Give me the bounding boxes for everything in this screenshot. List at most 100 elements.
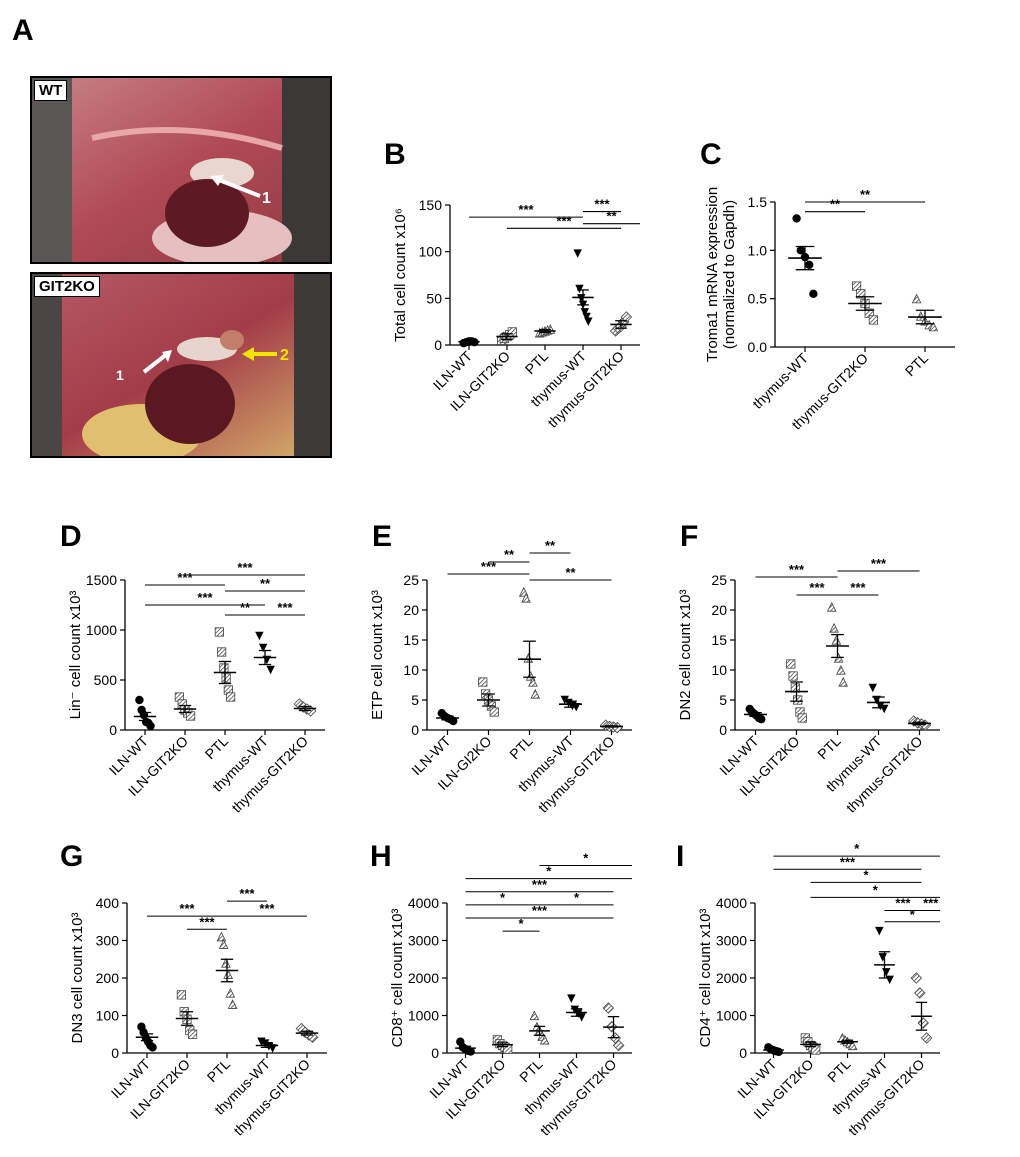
data-point <box>612 1039 625 1052</box>
significance-label: *** <box>199 914 215 929</box>
significance-label: ** <box>240 600 251 615</box>
category-label: PTL <box>824 1056 854 1086</box>
y-axis-label: Troma1 mRNA expression(normalized to Gap… <box>704 187 738 362</box>
category-label: PTL <box>814 733 844 763</box>
data-point <box>856 289 866 299</box>
y-tick-label: 100 <box>419 244 443 260</box>
y-axis-label: Lin⁻ cell count x10³ <box>67 591 84 720</box>
data-point <box>216 931 227 942</box>
y-tick-label: 0 <box>719 722 727 738</box>
data-point <box>225 692 236 702</box>
data-point <box>221 957 231 968</box>
data-point <box>917 1017 929 1029</box>
y-tick-label: 1000 <box>716 1008 747 1024</box>
significance-label: * <box>854 841 860 856</box>
significance-label: ** <box>504 547 515 562</box>
data-point <box>920 1032 933 1044</box>
arrow-1-wt <box>213 176 261 198</box>
data-point <box>831 634 842 645</box>
significance-label: * <box>574 890 580 905</box>
data-point <box>573 249 582 258</box>
y-tick-label: 4000 <box>716 895 747 911</box>
data-point <box>489 707 499 717</box>
panel-label-i: I <box>676 840 685 873</box>
data-point <box>620 311 633 323</box>
category-label: PTL <box>522 348 552 378</box>
y-tick-label: 50 <box>426 290 442 306</box>
data-point <box>838 676 849 687</box>
data-point <box>911 293 922 304</box>
y-tick-label: 0.5 <box>748 291 768 307</box>
data-point <box>523 652 534 663</box>
y-tick-label: 0 <box>111 1045 119 1061</box>
y-tick-label: 5 <box>719 692 727 708</box>
significance-label: *** <box>871 556 887 571</box>
arrow-1b-label: 1 <box>116 367 124 383</box>
data-point <box>914 987 926 999</box>
y-tick-label: 1000 <box>86 622 117 638</box>
significance-label: *** <box>850 580 866 595</box>
data-point <box>187 1029 198 1039</box>
y-axis-label: Total cell count x10⁶ <box>392 208 409 342</box>
photo-git2ko-tag: GIT2KO <box>34 276 100 297</box>
y-tick-label: 20 <box>711 602 727 618</box>
data-point <box>575 284 584 294</box>
data-point <box>135 695 144 705</box>
arrow-1-ko <box>142 352 169 374</box>
data-point <box>809 289 818 299</box>
significance-label: ** <box>545 538 556 553</box>
category-label: PTL <box>516 1056 546 1086</box>
data-point <box>868 315 878 325</box>
data-point <box>560 695 569 705</box>
significance-label: *** <box>259 901 275 916</box>
category-label: thymus-WT <box>749 349 811 411</box>
y-tick-label: 10 <box>403 662 419 678</box>
y-tick-label: 0 <box>739 1045 747 1061</box>
data-point <box>797 713 807 723</box>
data-point <box>868 683 877 693</box>
data-point <box>221 673 231 683</box>
significance-label: *** <box>840 854 856 869</box>
significance-label: ** <box>260 576 271 591</box>
significance-label: * <box>863 867 869 882</box>
photo-wt: 1 WT <box>30 76 332 264</box>
significance-label: * <box>546 864 552 879</box>
data-point <box>577 1013 586 1022</box>
y-tick-label: 15 <box>711 632 727 648</box>
data-point <box>602 1002 615 1014</box>
y-tick-label: 300 <box>96 933 120 949</box>
significance-label: *** <box>556 213 572 228</box>
arrow-1-label: 1 <box>262 190 271 207</box>
data-point <box>449 716 458 726</box>
y-tick-label: 0.0 <box>748 339 768 355</box>
significance-label: *** <box>923 896 939 911</box>
y-tick-label: 3000 <box>716 933 747 949</box>
significance-label: *** <box>895 896 911 911</box>
data-point <box>530 688 541 699</box>
panel-label-g: G <box>60 840 84 873</box>
data-point <box>928 321 939 332</box>
y-tick-label: 20 <box>403 602 419 618</box>
data-point <box>255 631 264 641</box>
data-point <box>185 711 196 721</box>
significance-label: *** <box>809 580 825 595</box>
data-point <box>875 926 884 936</box>
y-axis-label: CD4⁺ cell count x10³ <box>697 909 714 1048</box>
data-point <box>826 601 837 612</box>
data-point <box>227 999 238 1009</box>
photo-git2ko-image: 2 1 <box>32 274 330 456</box>
panel-label-d: D <box>60 520 82 553</box>
data-point <box>176 990 186 1000</box>
significance-label: ** <box>860 187 871 202</box>
data-point <box>847 1040 858 1051</box>
significance-label: * <box>583 851 589 866</box>
chart-c: 0.0 0.5 1.0 1.5 Troma1 mRNA expression(norma… <box>704 187 955 433</box>
data-point <box>880 704 889 714</box>
data-point <box>915 310 926 321</box>
data-point <box>811 1045 821 1055</box>
category-label: thymus-GIT2KO <box>535 733 618 816</box>
